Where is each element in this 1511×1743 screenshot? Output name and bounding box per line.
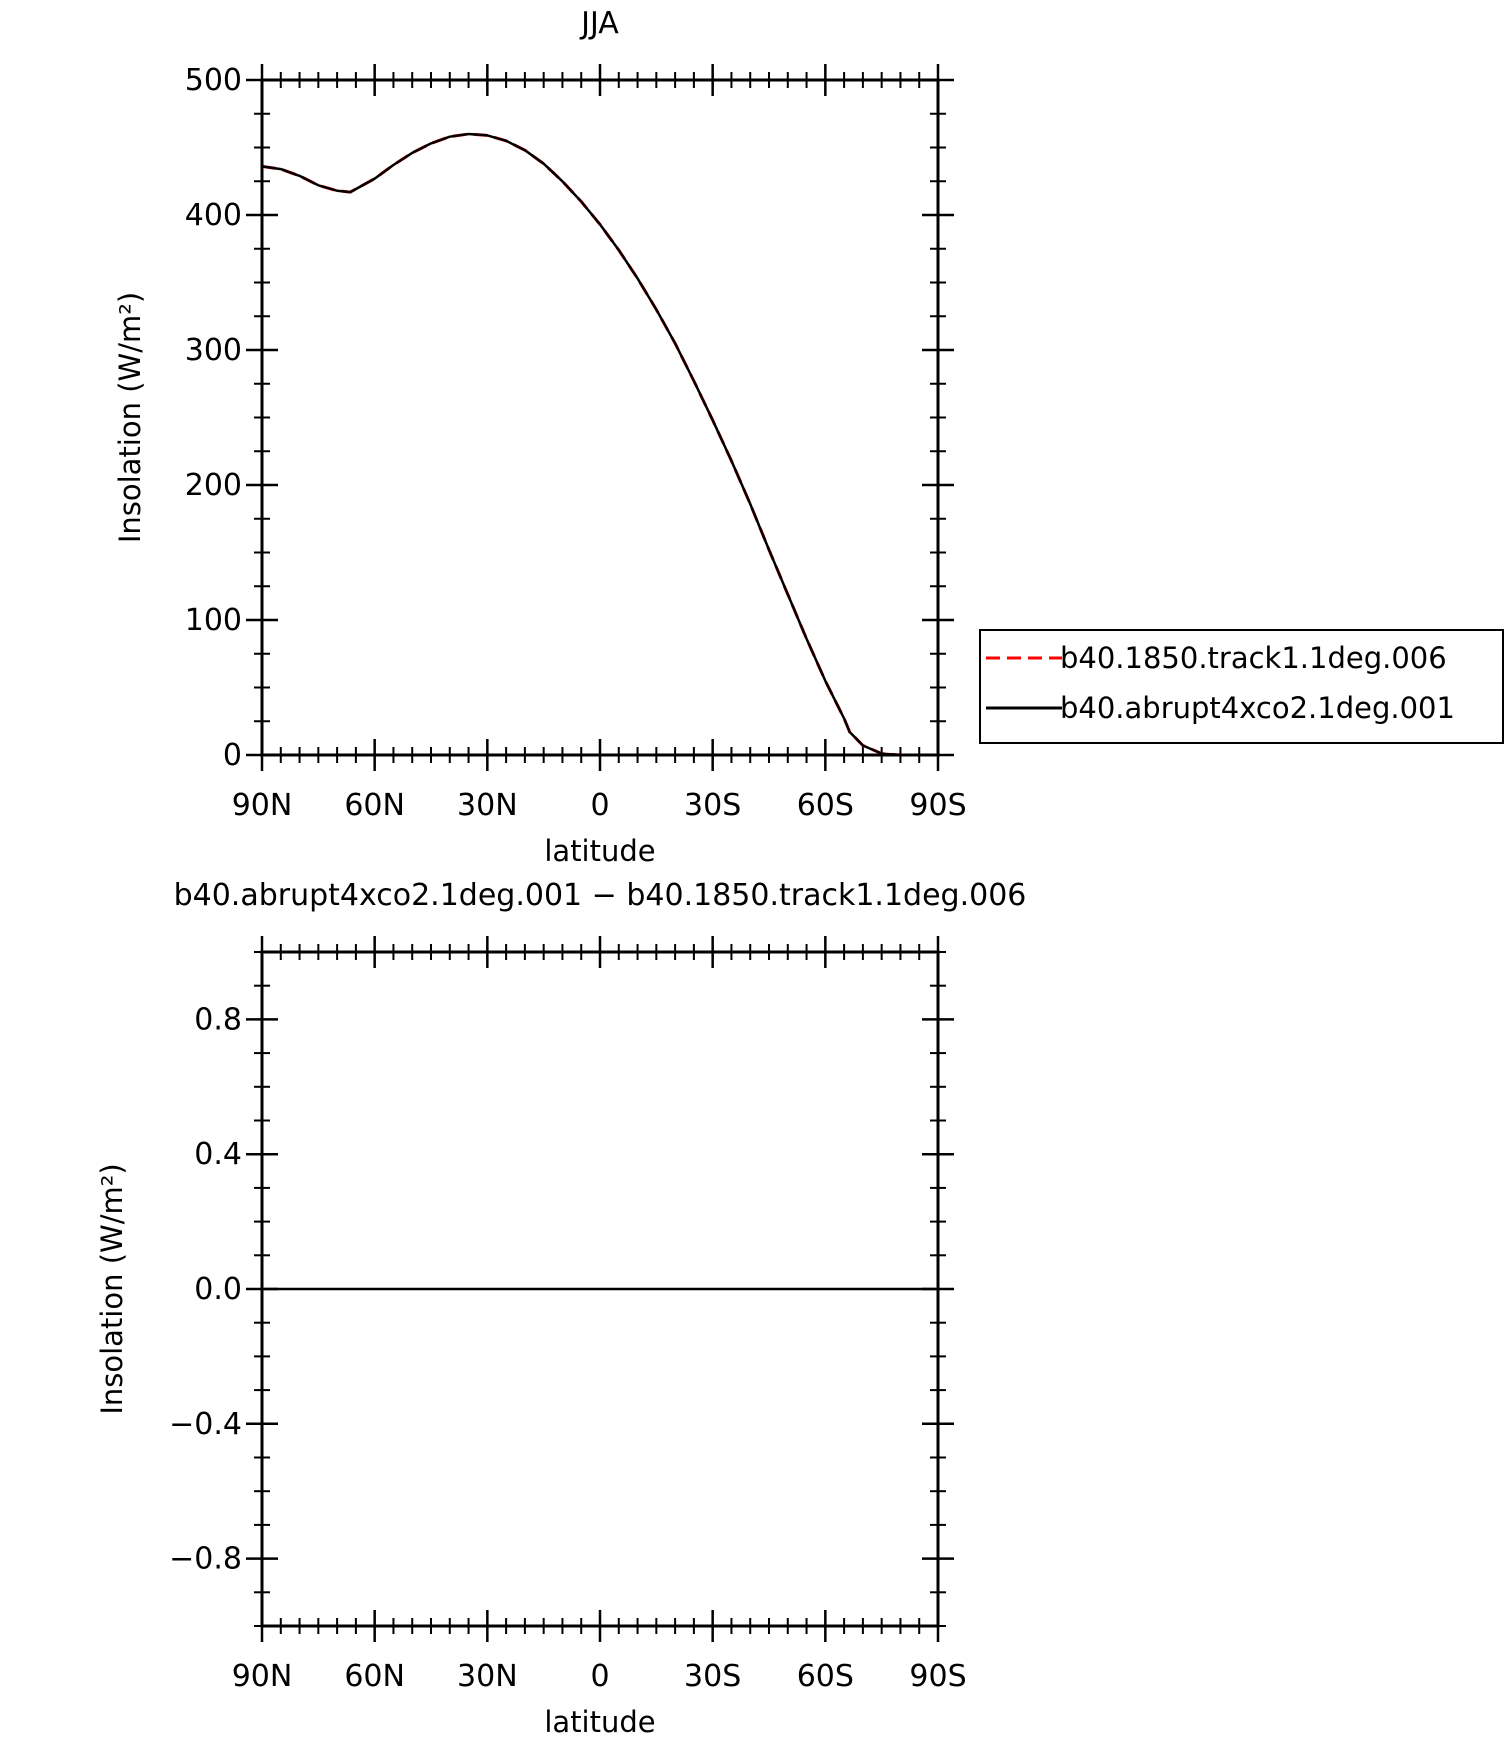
x-axis-label: latitude xyxy=(544,1705,655,1739)
legend-label-0: b40.1850.track1.1deg.006 xyxy=(1060,641,1447,675)
y-tick-label: 100 xyxy=(185,603,242,638)
x-tick-label: 60N xyxy=(344,1659,405,1694)
chart-title: JJA xyxy=(579,6,619,41)
x-tick-label: 0 xyxy=(590,788,609,823)
y-tick-label: 500 xyxy=(185,63,242,98)
x-tick-label: 0 xyxy=(590,1659,609,1694)
x-tick-label: 30S xyxy=(684,788,741,823)
y-tick-label: 400 xyxy=(185,198,242,233)
y-axis-label: Insolation (W/m²) xyxy=(113,292,147,543)
series-line-0 xyxy=(261,132,938,757)
y-tick-label: −0.4 xyxy=(169,1407,242,1442)
y-tick-label: 200 xyxy=(185,468,242,503)
y-tick-label: 0.4 xyxy=(194,1137,242,1172)
x-tick-label: 90S xyxy=(909,788,966,823)
x-tick-label: 60S xyxy=(797,788,854,823)
insolation-jja-panel: JJA 0 100 200 300 400 500 90N 60N 30N 0 30S 60S 90S la… xyxy=(113,6,1504,868)
x-tick-label: 60N xyxy=(344,788,405,823)
x-tick-label: 90N xyxy=(232,1659,293,1694)
x-tick-label: 60S xyxy=(797,1659,854,1694)
y-tick-label: 0.0 xyxy=(194,1272,242,1307)
plot-frame xyxy=(260,78,940,757)
x-tick-label: 30N xyxy=(457,788,518,823)
series-line-1 xyxy=(261,132,938,757)
chart-title: b40.abrupt4xco2.1deg.001 − b40.1850.trac… xyxy=(174,878,1027,913)
legend-label-1: b40.abrupt4xco2.1deg.001 xyxy=(1060,691,1455,725)
x-tick-label: 30S xyxy=(684,1659,741,1694)
y-tick-label: 0 xyxy=(223,738,242,773)
legend-box xyxy=(979,629,1504,744)
insolation-difference-panel: b40.abrupt4xco2.1deg.001 − b40.1850.trac… xyxy=(95,878,1026,1739)
y-tick-label: −0.8 xyxy=(169,1542,242,1577)
x-tick-label: 90N xyxy=(232,788,293,823)
x-tick-label: 90S xyxy=(909,1659,966,1694)
plot-frame xyxy=(260,950,940,1628)
x-axis-label: latitude xyxy=(544,834,655,868)
y-tick-label: 300 xyxy=(185,333,242,368)
legend: b40.1850.track1.1deg.006 b40.abrupt4xco2.… xyxy=(979,629,1504,744)
y-tick-label: 0.8 xyxy=(194,1002,242,1037)
x-tick-label: 30N xyxy=(457,1659,518,1694)
y-axis-label: Insolation (W/m²) xyxy=(95,1163,129,1414)
